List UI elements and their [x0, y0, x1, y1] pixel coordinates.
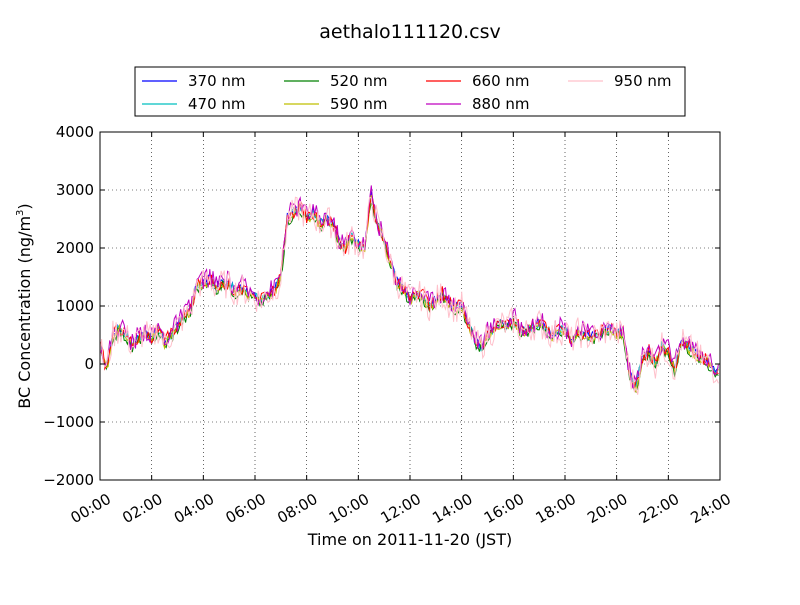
y-axis: 4000 3000 2000 1000 0 −1000 −2000	[43, 123, 720, 489]
y-tick-label: −1000	[43, 413, 94, 431]
y-axis-label-end: )	[15, 203, 34, 209]
legend-label: 370 nm	[188, 72, 246, 90]
legend-entries: 370 nm 470 nm 520 nm 590 nm 660 nm 880 nm 950 …	[142, 72, 672, 113]
legend: 370 nm 470 nm 520 nm 590 nm 660 nm 880 nm 950 …	[134, 66, 686, 117]
y-tick-label: 0	[84, 355, 94, 373]
x-axis-label: Time on 2011-11-20 (JST)	[307, 530, 512, 549]
y-tick-label: 3000	[56, 181, 94, 199]
chart-title: aethalo111120.csv	[319, 21, 501, 43]
legend-label: 520 nm	[330, 72, 388, 90]
y-axis-label-superscript: 3	[15, 210, 26, 216]
y-tick-label: −2000	[43, 471, 94, 489]
y-axis-label-main: BC Concentration (ng/m	[15, 216, 34, 409]
legend-label: 590 nm	[330, 95, 388, 113]
legend-frame	[134, 66, 686, 117]
y-tick-label: 4000	[56, 123, 94, 141]
y-tick-label: 1000	[56, 297, 94, 315]
y-tick-label: 2000	[56, 239, 94, 257]
series-line-950-nm	[100, 196, 719, 395]
y-axis-label: BC Concentration (ng/m3)	[15, 203, 34, 408]
grid	[100, 132, 720, 480]
plot-area	[99, 131, 721, 481]
series-line-880-nm	[100, 185, 719, 389]
legend-label: 880 nm	[472, 95, 530, 113]
legend-label: 660 nm	[472, 72, 530, 90]
legend-label: 470 nm	[188, 95, 246, 113]
legend-label: 950 nm	[614, 72, 672, 90]
series-lines	[100, 185, 719, 395]
